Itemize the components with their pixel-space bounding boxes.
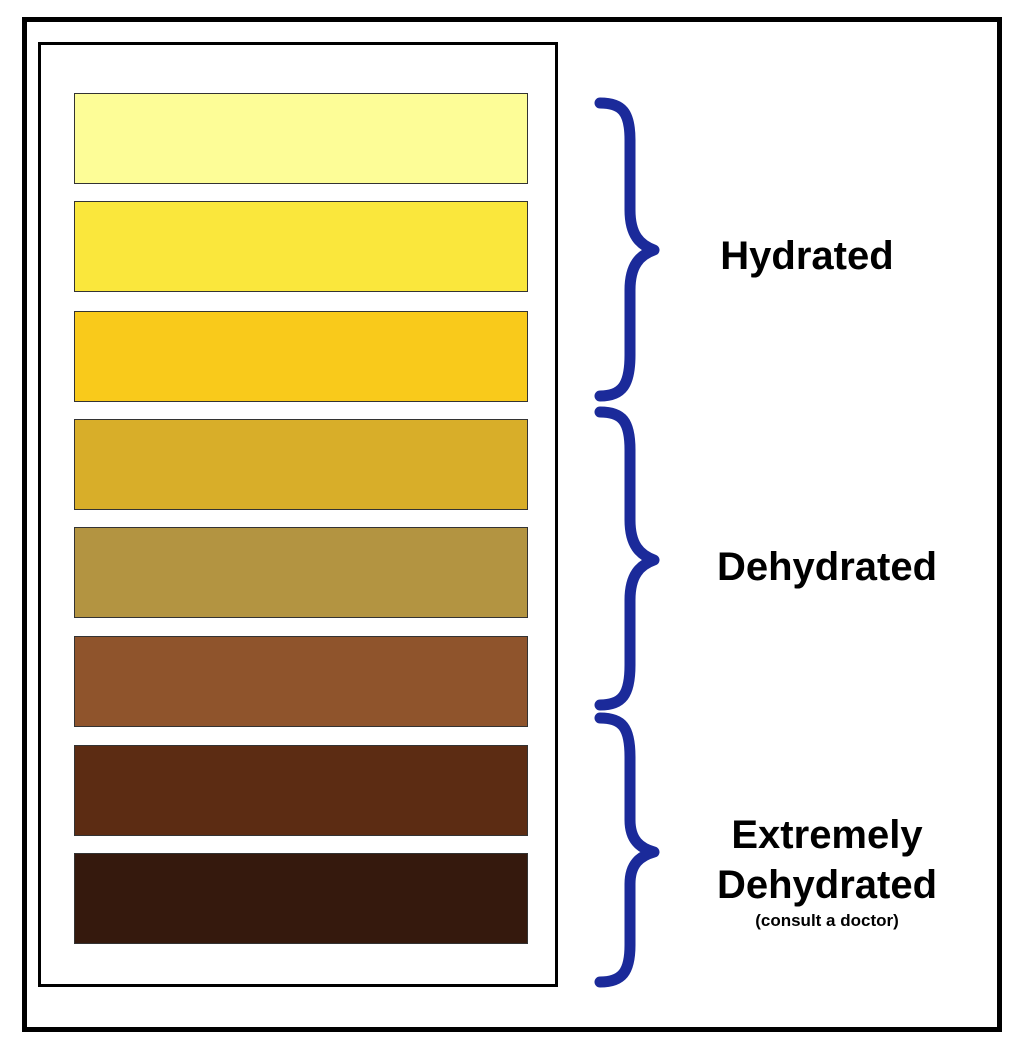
brace-dehydrated [594,406,660,711]
brace-hydrated [594,97,660,402]
label-consult-doctor: (consult a doctor) [755,911,899,930]
label-extremely-dehydrated: Dehydrated [716,863,938,907]
brace-extremely-dehydrated [594,712,660,988]
swatch-6 [74,636,528,727]
swatch-3 [74,311,528,402]
swatch-4 [74,419,528,510]
swatch-1 [74,93,528,184]
outer-frame [22,17,1002,1032]
swatch-5 [74,527,528,618]
label-dehydrated: Dehydrated [716,545,938,589]
swatch-8 [74,853,528,944]
swatch-7 [74,745,528,836]
label-extremely: Extremely [731,813,923,857]
swatch-2 [74,201,528,292]
label-hydrated: Hydrated [720,234,894,278]
swatch-panel [38,42,558,987]
